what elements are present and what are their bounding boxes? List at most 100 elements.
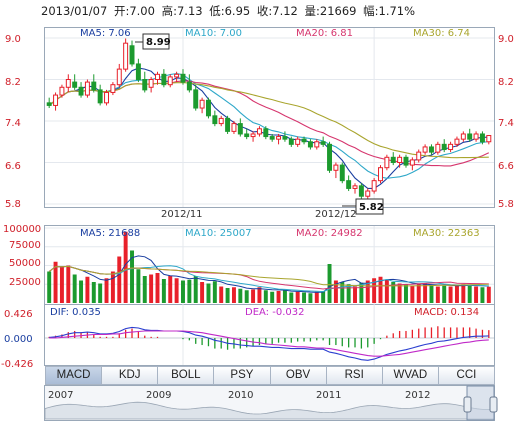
tab-obv[interactable]: OBV <box>270 366 327 385</box>
candle-body <box>339 164 345 182</box>
price-tick-left-0: 9.0 <box>5 34 21 45</box>
candle-body <box>435 143 441 153</box>
volume-bar <box>461 284 466 303</box>
candle-body <box>237 123 243 135</box>
volume-bar <box>346 284 351 303</box>
overview-year-2: 2010 <box>228 390 253 401</box>
macd-series <box>48 326 490 361</box>
candle-body <box>460 133 466 140</box>
volume-bar <box>79 280 84 303</box>
candle-body <box>352 185 358 189</box>
volume-ma30-line <box>48 265 489 287</box>
tab-psy[interactable]: PSY <box>214 366 271 385</box>
candle-body <box>97 89 103 104</box>
price-tick-left-3: 6.6 <box>5 161 21 172</box>
price-axis-labels: 9.0 8.2 7.4 6.6 5.8 9.0 8.2 7.4 6.6 5.8 <box>5 34 514 210</box>
price-panel <box>44 27 495 208</box>
price-ma30-label: MA30: 6.74 <box>413 28 470 39</box>
price-ma10-label: MA10: 7.00 <box>185 28 242 39</box>
candle-body <box>295 138 301 145</box>
candle-body <box>486 135 492 143</box>
volume-bar <box>289 292 294 303</box>
overview-right-handle[interactable] <box>489 396 498 413</box>
volume-tick-2: 50000 <box>9 258 41 269</box>
price-ma5-label: MA5: 7.06 <box>80 28 131 39</box>
high-marker: 8.99 <box>135 33 171 50</box>
volume-bar <box>149 274 154 303</box>
volume-bar <box>359 282 364 303</box>
volume-bar <box>91 282 96 303</box>
volume-bar <box>410 285 415 303</box>
volume-bar <box>365 280 370 303</box>
tab-rsi[interactable]: RSI <box>326 366 383 385</box>
volume-bar <box>47 271 52 303</box>
tab-macd[interactable]: MACD <box>45 366 103 385</box>
candle-body <box>174 73 180 78</box>
low-marker-box <box>355 198 384 215</box>
volume-tick-1: 75000 <box>9 240 41 251</box>
volume-bar <box>257 287 262 303</box>
volume-bar <box>168 276 173 303</box>
volume-bar <box>467 285 472 303</box>
candle-body <box>186 81 192 91</box>
overview-left-handle[interactable] <box>463 396 472 413</box>
volume-bar <box>244 290 249 303</box>
volume-bar <box>391 282 396 303</box>
volume-bar <box>161 279 166 303</box>
volume-bar <box>66 265 71 303</box>
price-tick-right-4: 5.8 <box>498 199 514 210</box>
macd-tick-2: -0.426 <box>1 359 33 370</box>
candle-body <box>416 151 422 161</box>
candle-body <box>384 156 390 169</box>
volume-bar <box>270 291 275 303</box>
candle-body <box>218 117 224 125</box>
candle-body <box>454 138 460 145</box>
candle-body <box>244 133 250 138</box>
candle-body <box>301 138 307 143</box>
tab-kdj[interactable]: KDJ <box>102 366 159 385</box>
volume-bar <box>372 278 377 303</box>
overview-area <box>44 401 495 420</box>
candle-body <box>180 73 186 83</box>
header-open-label: 开: <box>114 4 129 18</box>
candle-body <box>276 136 282 140</box>
volume-ma5-label: MA5: 21688 <box>80 228 140 239</box>
volume-bar <box>123 231 128 303</box>
header-close-value: 7.12 <box>272 4 298 18</box>
volume-bar <box>448 286 453 303</box>
volume-bar <box>353 286 357 303</box>
candle-body <box>129 45 135 65</box>
macd-dif-line <box>49 326 489 361</box>
volume-bar <box>404 284 408 303</box>
volume-bar <box>474 286 479 303</box>
low-marker-value: 5.82 <box>359 202 384 213</box>
volume-bar <box>302 292 307 303</box>
volume-bar <box>174 278 179 303</box>
volume-bar <box>104 278 109 303</box>
candle-body <box>327 143 333 171</box>
candle-body <box>231 123 237 132</box>
candle-body <box>91 81 97 91</box>
volume-bar <box>72 274 77 303</box>
volume-bar <box>225 288 230 303</box>
header-close-label: 收: <box>257 4 272 18</box>
overview-year-0: 2007 <box>48 390 73 401</box>
candle-body <box>314 141 320 148</box>
candle-body <box>448 143 454 151</box>
candle-body <box>199 99 205 109</box>
price-ma20-label: MA20: 6.81 <box>296 28 353 39</box>
volume-ma-lines <box>48 255 489 293</box>
candle-body <box>193 89 199 109</box>
x-tick-0: 2012/11 <box>161 209 203 220</box>
volume-bar <box>480 287 485 303</box>
tab-boll[interactable]: BOLL <box>158 366 215 385</box>
tab-wvad[interactable]: WVAD <box>382 366 439 385</box>
macd-tick-0: 0.426 <box>4 309 33 320</box>
candle-body <box>256 128 262 135</box>
tab-cci[interactable]: CCI <box>438 366 495 385</box>
volume-tick-0: 100000 <box>3 224 41 235</box>
header-volume-label: 量: <box>305 4 320 18</box>
header-low-label: 低: <box>209 4 224 18</box>
